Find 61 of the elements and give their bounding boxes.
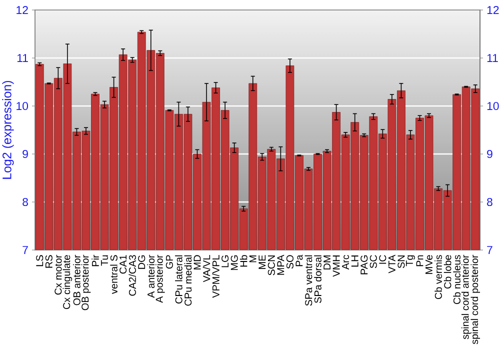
x-tick-label: Tu xyxy=(101,255,108,266)
x-tick-label: SPa ventral xyxy=(304,255,312,306)
x-tick-label: VPM/VPL xyxy=(212,255,220,298)
x-tick-label: LG xyxy=(222,255,229,268)
y-tick-label: 7 xyxy=(22,246,28,254)
x-tick-label: PAG xyxy=(360,255,368,274)
x-tick-label: CPu medial xyxy=(184,255,192,306)
x-tick-label: Arc xyxy=(342,254,350,270)
x-tick-label: Cx cingulate xyxy=(62,255,72,310)
x-tick-label: IC xyxy=(379,255,386,264)
x-tick-label: Pn xyxy=(416,255,424,266)
x-tick-label: MPA xyxy=(277,254,284,275)
x-tick-label: spinal cord posterior xyxy=(470,254,480,344)
y-tick-label: 9 xyxy=(22,150,28,158)
y-tick-label: 11 xyxy=(17,54,28,62)
x-tick-label: spinal cord anterior xyxy=(461,254,471,340)
x-tick-label: SO xyxy=(286,255,294,269)
y2-tick-label: 7 xyxy=(487,246,492,254)
y2-tick-label: 10 xyxy=(487,102,499,110)
x-tick-label: Cb lobe xyxy=(444,255,452,289)
y-axis-title: Log2 (expression) xyxy=(2,80,14,179)
x-tick-label: Cb vermis xyxy=(434,255,442,300)
x-tick-label: ME xyxy=(258,255,266,269)
x-tick-label: LH xyxy=(351,256,358,267)
x-tick-label: GP xyxy=(166,255,173,269)
x-tick-label: DG xyxy=(138,255,146,269)
x-tick-label: SC xyxy=(370,255,377,268)
x-tick-label: CPu lateral xyxy=(175,255,182,304)
x-tick-label: Pir xyxy=(92,254,99,266)
y2-tick-label: 11 xyxy=(487,54,498,62)
y2-tick-label: 8 xyxy=(487,198,492,206)
x-tick-label: Tg xyxy=(406,255,415,266)
x-tick-label: SCN xyxy=(268,256,275,276)
y2-tick-label: 9 xyxy=(487,150,492,158)
y-tick-label: 12 xyxy=(16,6,28,14)
x-tick-label: Cb nucleus xyxy=(453,255,460,304)
x-tick-label: LS xyxy=(36,255,44,266)
x-tick-label: VMH xyxy=(332,256,340,277)
x-tick-label: Hb xyxy=(240,255,248,267)
x-tick-label: SN xyxy=(398,256,405,268)
x-tick-label: M xyxy=(249,256,256,262)
x-tick-label: VA/VL xyxy=(202,255,210,282)
y2-tick-label: 12 xyxy=(487,6,499,14)
x-tick-label: VTA xyxy=(388,254,396,274)
x-tick-label: MVe xyxy=(426,255,432,274)
x-tick-label: CA2/CA3 xyxy=(128,255,136,296)
y-tick-label: 8 xyxy=(22,198,28,206)
x-tick-label: CA1 xyxy=(120,255,127,274)
x-tick-label: OB anterior xyxy=(73,254,80,306)
x-tick-label: DM xyxy=(324,256,330,270)
x-tick-label: OB posterior xyxy=(81,254,91,310)
x-tick-label: MD xyxy=(194,255,201,270)
x-tick-label: MG xyxy=(230,255,238,270)
x-tick-label: Cx motor xyxy=(54,254,62,295)
x-tick-label: SPa dorsal xyxy=(314,255,322,303)
x-tick-label: A anterior xyxy=(147,254,155,298)
y-tick-label: 10 xyxy=(16,102,28,110)
x-tick-label: A posterior xyxy=(156,254,165,303)
x-tick-label: ventral S xyxy=(110,255,118,294)
x-tick-label: RS xyxy=(45,255,52,268)
x-tick-label: Pa xyxy=(296,254,303,266)
